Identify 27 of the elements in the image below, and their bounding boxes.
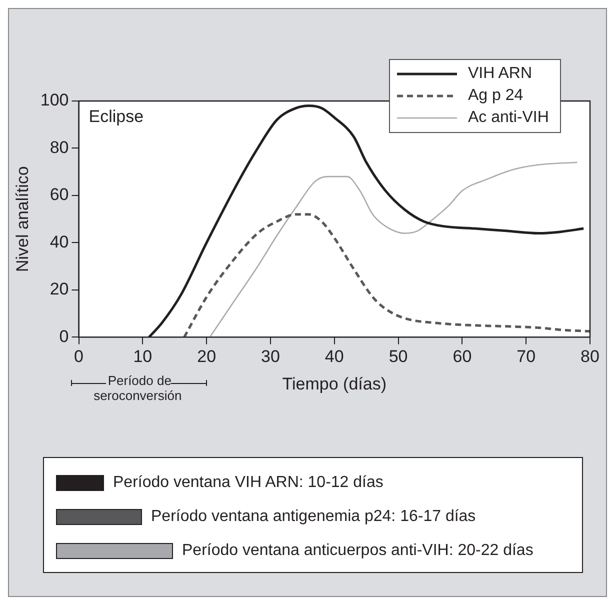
y-tick-label: 40 <box>50 232 69 252</box>
y-tick-label: 100 <box>40 90 69 110</box>
x-tick-label: 20 <box>197 347 216 366</box>
y-axis-title: Nivel analítico <box>12 166 32 272</box>
annotation: Eclipse <box>88 107 144 126</box>
x-tick-label: 60 <box>452 347 472 366</box>
bracket: Período de seroconversión <box>70 373 207 404</box>
legend-label: VIH ARN <box>468 64 532 84</box>
text: Período ventana anticuerpos anti-VIH: 20-22 días <box>182 542 534 560</box>
line-series <box>182 213 590 338</box>
x-axis-title: Tiempo (días) <box>282 374 386 394</box>
legend-label: Ac anti-VIH <box>468 108 549 128</box>
x-tick-label: 30 <box>261 347 280 366</box>
x-tick-label: 80 <box>580 347 600 366</box>
text: Período ventana antigenemia p24: 16-17 días <box>151 508 476 526</box>
x-tick-label: 70 <box>516 347 536 366</box>
y-tick-label: 0 <box>59 326 69 346</box>
line-series <box>209 162 578 338</box>
x-tick-label: 50 <box>388 347 408 366</box>
legend-label: Ag p 24 <box>468 86 524 106</box>
x-tick-label: 40 <box>324 347 344 366</box>
x-tick-label: 0 <box>74 347 84 366</box>
text: Período ventana VIH ARN: 10-12 días <box>113 474 384 492</box>
y-tick-label: 20 <box>50 280 69 299</box>
x-tick-label: 10 <box>133 347 152 366</box>
y-tick-label: 80 <box>50 138 69 157</box>
y-tick-label: 60 <box>50 185 69 204</box>
